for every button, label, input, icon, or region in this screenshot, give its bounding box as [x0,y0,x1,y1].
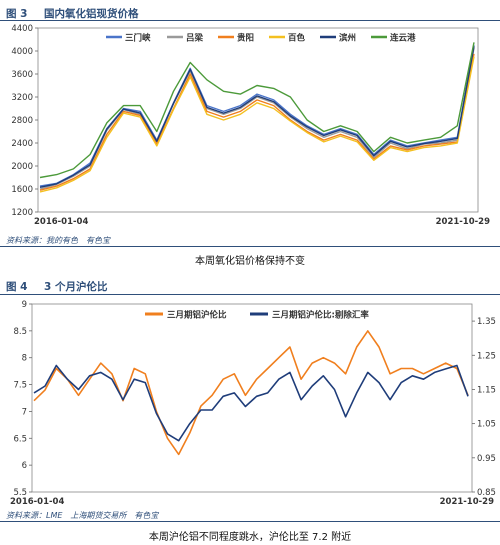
y-tick-label: 4000 [11,47,33,57]
y-tick-label-right: 0.95 [477,454,496,464]
y-tick-label-right: 1.35 [477,317,496,327]
y-tick-label: 4400 [11,24,33,34]
series-line [39,42,475,179]
y-tick-label-left: 8 [22,354,27,364]
figure2-caption: 本周沪伦铝不同程度跳水，沪伦比至 7.2 附近 [148,532,352,543]
x-tick-label-start: 2016-01-04 [34,217,88,227]
y-tick-label-left: 8.5 [13,327,27,337]
y-tick-label-left: 9 [22,300,27,310]
y-tick-label-right: 1.15 [477,385,496,395]
figure1-source-rule [0,246,500,247]
legend-label: 百色 [288,33,306,44]
y-tick-label-right: 0.85 [477,488,496,498]
y-tick-label: 3600 [11,70,33,80]
legend-label: 滨州 [339,33,356,44]
y-tick-label-left: 6.5 [13,434,27,444]
y-tick-label: 2800 [11,116,33,126]
figure2-source-rule [0,521,500,522]
legend-label: 连云港 [390,33,416,44]
legend-item: 吕梁 [167,33,204,44]
y-tick-label-left: 7 [22,407,27,417]
legend-item: 滨州 [320,33,356,44]
y-tick-label: 2000 [11,162,33,172]
figure2-title: 3 个月沪伦比 [44,281,108,293]
series-line [33,364,469,442]
y-tick-label-right: 1.25 [477,351,496,361]
y-tick-label: 2400 [11,139,33,149]
y-tick-label-left: 7.5 [13,381,27,391]
plot-area [37,27,479,213]
figure1-header: 图 3 国内氧化铝现货价格 [0,6,500,24]
legend-item: 贵阳 [218,33,254,44]
sh-lme-ratio-chart: 5.5 6 6.5 7 7.5 8 8.5 9 0.85 0.95 1.05 1.15 1.25 1.35… [10,300,496,507]
legend-label: 三门峡 [125,33,151,44]
figure1-rule [0,20,500,21]
legend-item: 三月期铝沪伦比 [145,310,227,321]
figure1-caption: 本周氧化铝价格保持不变 [195,256,305,267]
figure1-label: 图 3 [6,8,28,20]
series-line [39,53,475,191]
series-line [39,47,475,190]
figure2-label: 图 4 [6,281,28,293]
series-line [39,45,475,187]
figure2-header: 图 4 3 个月沪伦比 [0,279,500,297]
x-tick-label-end: 2021-10-29 [440,497,494,507]
series-line [33,330,469,456]
figure1-title: 国内氧化铝现货价格 [44,8,139,20]
figure1-source: 资料来源：我的有色 有色宝 [6,236,110,245]
y-tick-label-right: 1.05 [477,420,496,430]
legend-item: 百色 [269,33,306,44]
x-tick-label-end: 2021-10-29 [436,217,490,227]
figure2-rule [0,294,500,295]
y-tick-label-left: 6 [22,461,27,471]
legend-label: 贵阳 [237,33,254,44]
plot-area [31,303,473,493]
y-tick-label: 1200 [11,208,33,218]
y-tick-label: 3200 [11,93,33,103]
legend-label: 三月期铝沪伦比:剔除汇率 [272,310,369,321]
series-line [39,56,475,193]
y-tick-label-left: 5.5 [13,488,27,498]
legend-item: 连云港 [371,33,416,44]
x-tick-label-start: 2016-01-04 [10,497,64,507]
legend-item: 三门峡 [106,33,151,44]
series-line [39,46,475,188]
legend-item: 三月期铝沪伦比:剔除汇率 [250,310,369,321]
legend-label: 三月期铝沪伦比 [167,310,227,321]
y-tick-label: 1600 [11,185,33,195]
legend-label: 吕梁 [186,33,204,44]
figure2-source: 资料来源：LME 上海期货交易所 有色宝 [6,511,159,520]
alumina-price-chart: 1200 1600 2000 2400 2800 3200 3600 4000 4400 2016… [11,24,490,227]
